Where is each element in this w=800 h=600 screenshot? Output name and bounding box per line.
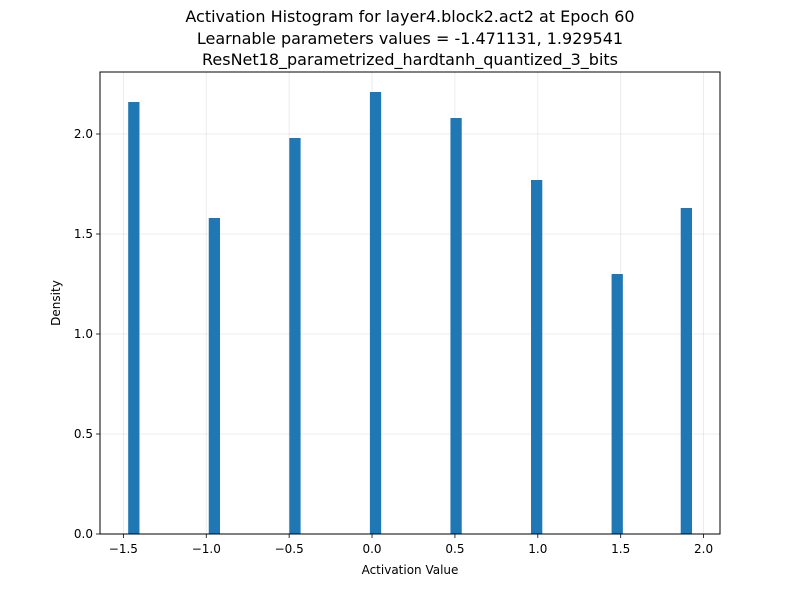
y-tick-label: 0.5 bbox=[74, 427, 93, 441]
histogram-bar bbox=[289, 138, 301, 534]
x-tick-label: 1.5 bbox=[611, 542, 630, 556]
y-tick-label: 1.5 bbox=[74, 227, 93, 241]
x-tick-label: −1.5 bbox=[109, 542, 138, 556]
x-tick-label: −1.0 bbox=[192, 542, 221, 556]
y-tick-label: 0.0 bbox=[74, 527, 93, 541]
histogram-bar bbox=[531, 180, 543, 534]
histogram-bars bbox=[128, 92, 692, 534]
histogram-bar bbox=[128, 102, 140, 534]
x-axis-label: Activation Value bbox=[362, 563, 459, 577]
y-axis-label: Density bbox=[49, 280, 63, 326]
x-tick-label: 0.0 bbox=[362, 542, 381, 556]
y-tick-label: 1.0 bbox=[74, 327, 93, 341]
histogram-bar bbox=[680, 208, 692, 534]
x-tick-label: 0.5 bbox=[445, 542, 464, 556]
x-tick-label: 2.0 bbox=[694, 542, 713, 556]
x-tick-label: 1.0 bbox=[528, 542, 547, 556]
histogram-bar bbox=[208, 218, 221, 534]
chart-title-line-1: Activation Histogram for layer4.block2.a… bbox=[185, 7, 634, 26]
y-tick-label: 2.0 bbox=[74, 127, 93, 141]
chart-title-line-3: ResNet18_parametrized_hardtanh_quantized… bbox=[202, 50, 618, 70]
plot-frame bbox=[99, 71, 721, 535]
histogram-bar bbox=[611, 274, 623, 534]
histogram-bar bbox=[369, 92, 382, 534]
histogram-bar bbox=[450, 118, 462, 534]
chart-title-line-2: Learnable parameters values = -1.471131,… bbox=[197, 29, 623, 48]
axis-ticks: −1.5 −1.0 −0.5 0.0 0.5 1.0 1.5 2.0 0.0 0.5 1.0 1.5 2… bbox=[74, 127, 713, 556]
x-tick-label: −0.5 bbox=[275, 542, 304, 556]
